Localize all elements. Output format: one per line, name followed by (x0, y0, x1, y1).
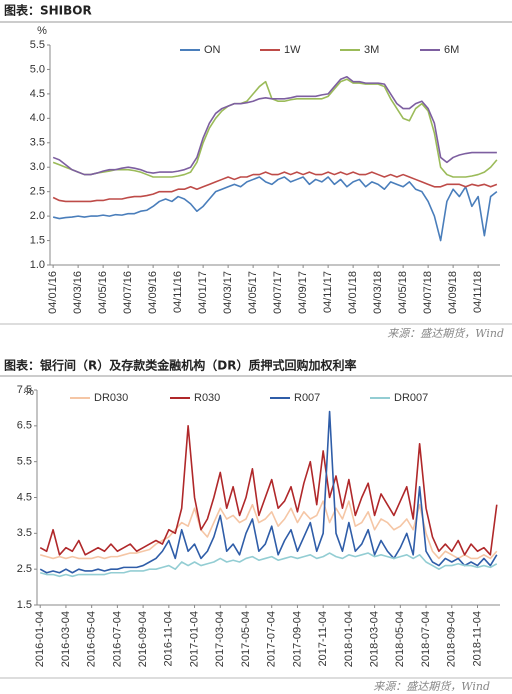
y-tick-label: 6.5 (17, 420, 32, 432)
y-tick-label: 4.5 (30, 88, 45, 100)
y-tick-label: 5.5 (30, 39, 45, 51)
y-axis-label: % (37, 25, 47, 37)
x-tick-label: 04/05/16 (97, 271, 109, 314)
source-note: 来源：盛达期货，Wind (373, 680, 490, 693)
legend-label: 3M (364, 44, 379, 56)
y-tick-label: 5.0 (30, 63, 45, 75)
y-tick-label: 2.0 (30, 210, 45, 222)
x-tick-label: 04/11/17 (322, 271, 334, 313)
series-line (52, 171, 498, 203)
legend-label: R007 (294, 392, 320, 404)
y-tick-label: 1.0 (30, 259, 45, 271)
y-tick-label: 4.0 (30, 112, 45, 124)
source-note: 来源：盛达期货，Wind (387, 327, 504, 340)
x-tick-label: 2016-07-04 (111, 611, 123, 667)
x-tick-label: 04/07/16 (122, 271, 134, 314)
y-tick-label: 2.5 (17, 563, 32, 575)
x-tick-label: 2016-11-04 (163, 611, 175, 666)
chart-title: 图表：银行间（R）及存款类金融机构（DR）质押式回购加权利率 (4, 358, 356, 373)
chart-title: 图表：SHIBOR (4, 3, 92, 18)
y-tick-label: 7.5 (17, 384, 32, 396)
x-tick-label: 2018-07-04 (420, 611, 432, 667)
x-tick-label: 2017-11-04 (317, 611, 329, 666)
legend-label: 6M (444, 44, 459, 56)
y-tick-label: 5.5 (17, 456, 32, 468)
x-tick-label: 04/09/17 (297, 271, 309, 314)
series-line (40, 552, 498, 578)
x-tick-label: 04/01/18 (347, 271, 359, 314)
x-tick-label: 04/01/17 (197, 271, 209, 314)
x-tick-label: 04/09/16 (147, 271, 159, 314)
series-line (52, 75, 497, 176)
x-tick-label: 2018-11-04 (471, 611, 483, 666)
y-tick-label: 3.0 (30, 161, 45, 173)
legend-label: ON (204, 44, 221, 56)
x-tick-label: 2016-09-04 (137, 611, 149, 667)
x-tick-label: 04/01/16 (47, 271, 59, 314)
y-axis-label: % (24, 386, 34, 398)
legend-label: DR030 (94, 392, 128, 404)
x-tick-label: 04/05/17 (247, 271, 259, 314)
y-tick-label: 1.5 (17, 599, 32, 611)
y-tick-label: 4.5 (17, 491, 32, 503)
x-tick-label: 2018-05-04 (394, 611, 406, 667)
x-tick-label: 2016-01-04 (34, 611, 46, 667)
series-line (39, 425, 498, 556)
y-tick-label: 2.5 (30, 186, 45, 198)
x-tick-label: 2018-03-04 (369, 611, 381, 667)
series-line (52, 176, 498, 242)
y-tick-label: 3.5 (30, 137, 45, 149)
legend-label: DR007 (394, 392, 428, 404)
series-line (39, 410, 498, 574)
legend-label: R030 (194, 392, 220, 404)
legend-label: 1W (284, 44, 301, 56)
x-tick-label: 04/07/17 (272, 271, 284, 314)
y-tick-label: 1.5 (30, 234, 45, 246)
y-tick-label: 3.5 (17, 527, 32, 539)
x-tick-label: 2016-05-04 (86, 611, 98, 667)
x-tick-label: 2017-01-04 (188, 611, 200, 667)
x-tick-label: 04/11/16 (172, 271, 184, 313)
x-tick-label: 2018-09-04 (446, 611, 458, 667)
x-tick-label: 04/09/18 (447, 271, 459, 314)
x-tick-label: 2016-03-04 (60, 611, 72, 667)
x-tick-label: 2017-09-04 (291, 611, 303, 667)
x-tick-label: 2017-07-04 (266, 611, 278, 667)
x-tick-label: 2018-01-04 (343, 611, 355, 667)
x-tick-label: 2017-05-04 (240, 611, 252, 667)
x-tick-label: 04/03/18 (372, 271, 384, 314)
x-tick-label: 04/11/18 (472, 271, 484, 313)
x-tick-label: 04/07/18 (422, 271, 434, 314)
series-line (52, 78, 498, 178)
x-tick-label: 04/03/16 (72, 271, 84, 314)
x-tick-label: 04/05/18 (397, 271, 409, 314)
series-line (40, 500, 498, 560)
x-tick-label: 04/03/17 (222, 271, 234, 314)
x-tick-label: 2017-03-04 (214, 611, 226, 667)
